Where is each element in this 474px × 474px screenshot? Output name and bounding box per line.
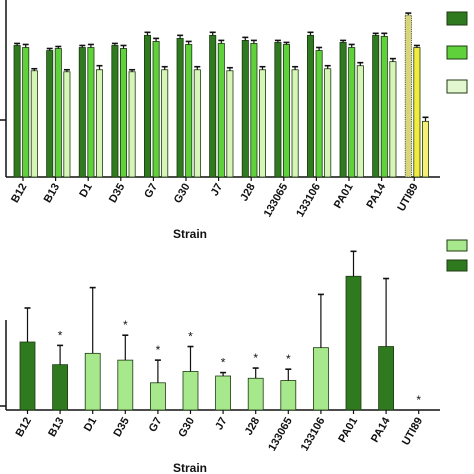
bottom-legend xyxy=(446,239,468,272)
significance-star-J7: * xyxy=(221,356,226,370)
bottom-x-axis-title: Strain xyxy=(173,461,207,474)
bottom-bar-G7 xyxy=(149,382,166,411)
bottom-bar-B13 xyxy=(52,364,68,411)
bottom-legend-swatch-1 xyxy=(446,239,468,252)
significance-star-UTI89: * xyxy=(416,393,421,407)
top-bar-D35-s1 xyxy=(111,45,119,178)
top-x-tick-label-J28: J28 xyxy=(238,182,258,204)
top-bar-B13-s3 xyxy=(63,71,71,178)
top-x-tick-label-UTI89: UTI89 xyxy=(395,182,420,214)
top-bar-133065-s1 xyxy=(274,42,282,178)
top-x-axis-title: Strain xyxy=(173,227,207,241)
top-bar-PA01-s3 xyxy=(356,65,364,178)
top-legend xyxy=(446,11,468,94)
bottom-x-tick-label-UTI89: UTI89 xyxy=(400,416,425,448)
top-bar-133106-s3 xyxy=(324,68,332,178)
top-bar-G30-s1 xyxy=(176,37,184,178)
bottom-x-tick-label-133106: 133106 xyxy=(299,416,328,454)
bottom-bar-J7 xyxy=(215,375,232,411)
top-bar-D1-s3 xyxy=(96,69,104,178)
bottom-bar-PA01 xyxy=(345,275,362,411)
bottom-x-tick-label-D1: D1 xyxy=(82,416,99,434)
bottom-bar-G30 xyxy=(182,371,199,411)
bottom-bar-PA14 xyxy=(378,346,395,411)
top-bar-J7-s3 xyxy=(226,70,234,178)
top-x-tick-label-PA01: PA01 xyxy=(332,182,356,211)
top-bar-133065-s2 xyxy=(282,44,290,178)
top-bar-133106-s1 xyxy=(306,34,314,178)
top-x-tick-label-G30: G30 xyxy=(172,182,193,206)
top-bar-UTI89-s1 xyxy=(404,14,412,178)
top-legend-swatch-2 xyxy=(446,45,468,60)
top-bar-J7-s2 xyxy=(217,43,225,178)
bottom-bar-D35 xyxy=(117,359,134,411)
top-bar-D1-s1 xyxy=(78,47,86,178)
top-x-tick-label-B13: B13 xyxy=(42,182,62,205)
top-bar-J28-s1 xyxy=(241,40,249,178)
top-bar-PA14-s3 xyxy=(389,61,397,178)
significance-star-G30: * xyxy=(188,330,193,344)
bottom-x-tick-label-G7: G7 xyxy=(147,416,165,435)
bottom-x-tick-label-133065: 133065 xyxy=(266,416,295,454)
significance-star-J28: * xyxy=(253,351,258,365)
bottom-x-tick-label-B12: B12 xyxy=(14,416,34,439)
top-bar-J28-s2 xyxy=(250,43,258,178)
top-x-tick-label-J7: J7 xyxy=(209,182,226,199)
top-bar-B12-s1 xyxy=(13,45,21,178)
top-bar-UTI89-s3 xyxy=(421,120,429,178)
top-bar-B12-s2 xyxy=(22,47,30,178)
top-bar-UTI89-s2 xyxy=(413,47,421,178)
bottom-chart: B12 * B13 D1 * D35 * G7 * G30 * J7 * J28 * 133065 133106… xyxy=(0,250,440,454)
significance-star-B13: * xyxy=(58,328,63,342)
top-bar-B13-s2 xyxy=(54,48,62,178)
top-bar-J7-s1 xyxy=(209,34,217,178)
top-bar-G30-s3 xyxy=(193,69,201,178)
top-bar-B13-s1 xyxy=(46,50,54,178)
bottom-bar-J28 xyxy=(247,377,264,411)
significance-star-G7: * xyxy=(156,343,161,357)
bottom-x-tick-label-J7: J7 xyxy=(213,416,230,433)
top-bar-G7-s2 xyxy=(152,41,160,178)
top-x-tick-label-PA14: PA14 xyxy=(364,181,388,211)
top-bar-J28-s3 xyxy=(258,69,266,178)
bottom-x-tick-label-D35: D35 xyxy=(111,416,131,439)
significance-star-D35: * xyxy=(123,318,128,332)
top-bar-B12-s3 xyxy=(30,70,38,178)
significance-star-133065: * xyxy=(286,352,291,366)
bottom-x-tick-label-G30: G30 xyxy=(176,416,197,440)
bottom-legend-swatch-2 xyxy=(446,259,468,272)
top-x-tick-label-B12: B12 xyxy=(9,182,29,205)
bottom-bar-133106 xyxy=(312,347,329,411)
top-legend-swatch-3 xyxy=(446,79,468,94)
top-bar-133065-s3 xyxy=(291,69,299,178)
bottom-bar-B12 xyxy=(19,341,36,411)
top-bar-PA14-s1 xyxy=(372,34,380,178)
bottom-x-tick-label-PA14: PA14 xyxy=(369,415,393,445)
top-bar-G7-s3 xyxy=(161,69,169,178)
top-bar-G7-s1 xyxy=(143,34,151,178)
top-x-tick-label-133106: 133106 xyxy=(294,182,323,220)
top-bar-PA01-s2 xyxy=(348,47,356,178)
bottom-bar-D1 xyxy=(84,352,101,411)
top-bar-133106-s2 xyxy=(315,50,323,178)
top-x-tick-label-D1: D1 xyxy=(77,182,94,200)
top-bar-D1-s2 xyxy=(87,47,95,178)
bottom-x-tick-label-J28: J28 xyxy=(243,416,263,438)
top-x-tick-label-G7: G7 xyxy=(142,182,160,201)
bottom-x-tick-label-B13: B13 xyxy=(46,416,66,439)
top-legend-swatch-1 xyxy=(446,11,468,26)
bottom-bar-133065 xyxy=(280,380,297,411)
top-bar-PA14-s2 xyxy=(380,35,388,178)
bottom-x-tick-label-PA01: PA01 xyxy=(336,416,360,445)
top-bar-G30-s2 xyxy=(185,44,193,178)
top-bar-D35-s3 xyxy=(128,71,136,178)
top-x-tick-label-D35: D35 xyxy=(107,182,127,205)
top-x-tick-label-133065: 133065 xyxy=(262,182,291,220)
top-chart: B12 B13 D1 D35 G7 G30 J7 J28 133065 133106 PA01 PA1… xyxy=(0,0,440,219)
top-bar-D35-s2 xyxy=(120,48,128,178)
top-bar-PA01-s1 xyxy=(339,42,347,178)
